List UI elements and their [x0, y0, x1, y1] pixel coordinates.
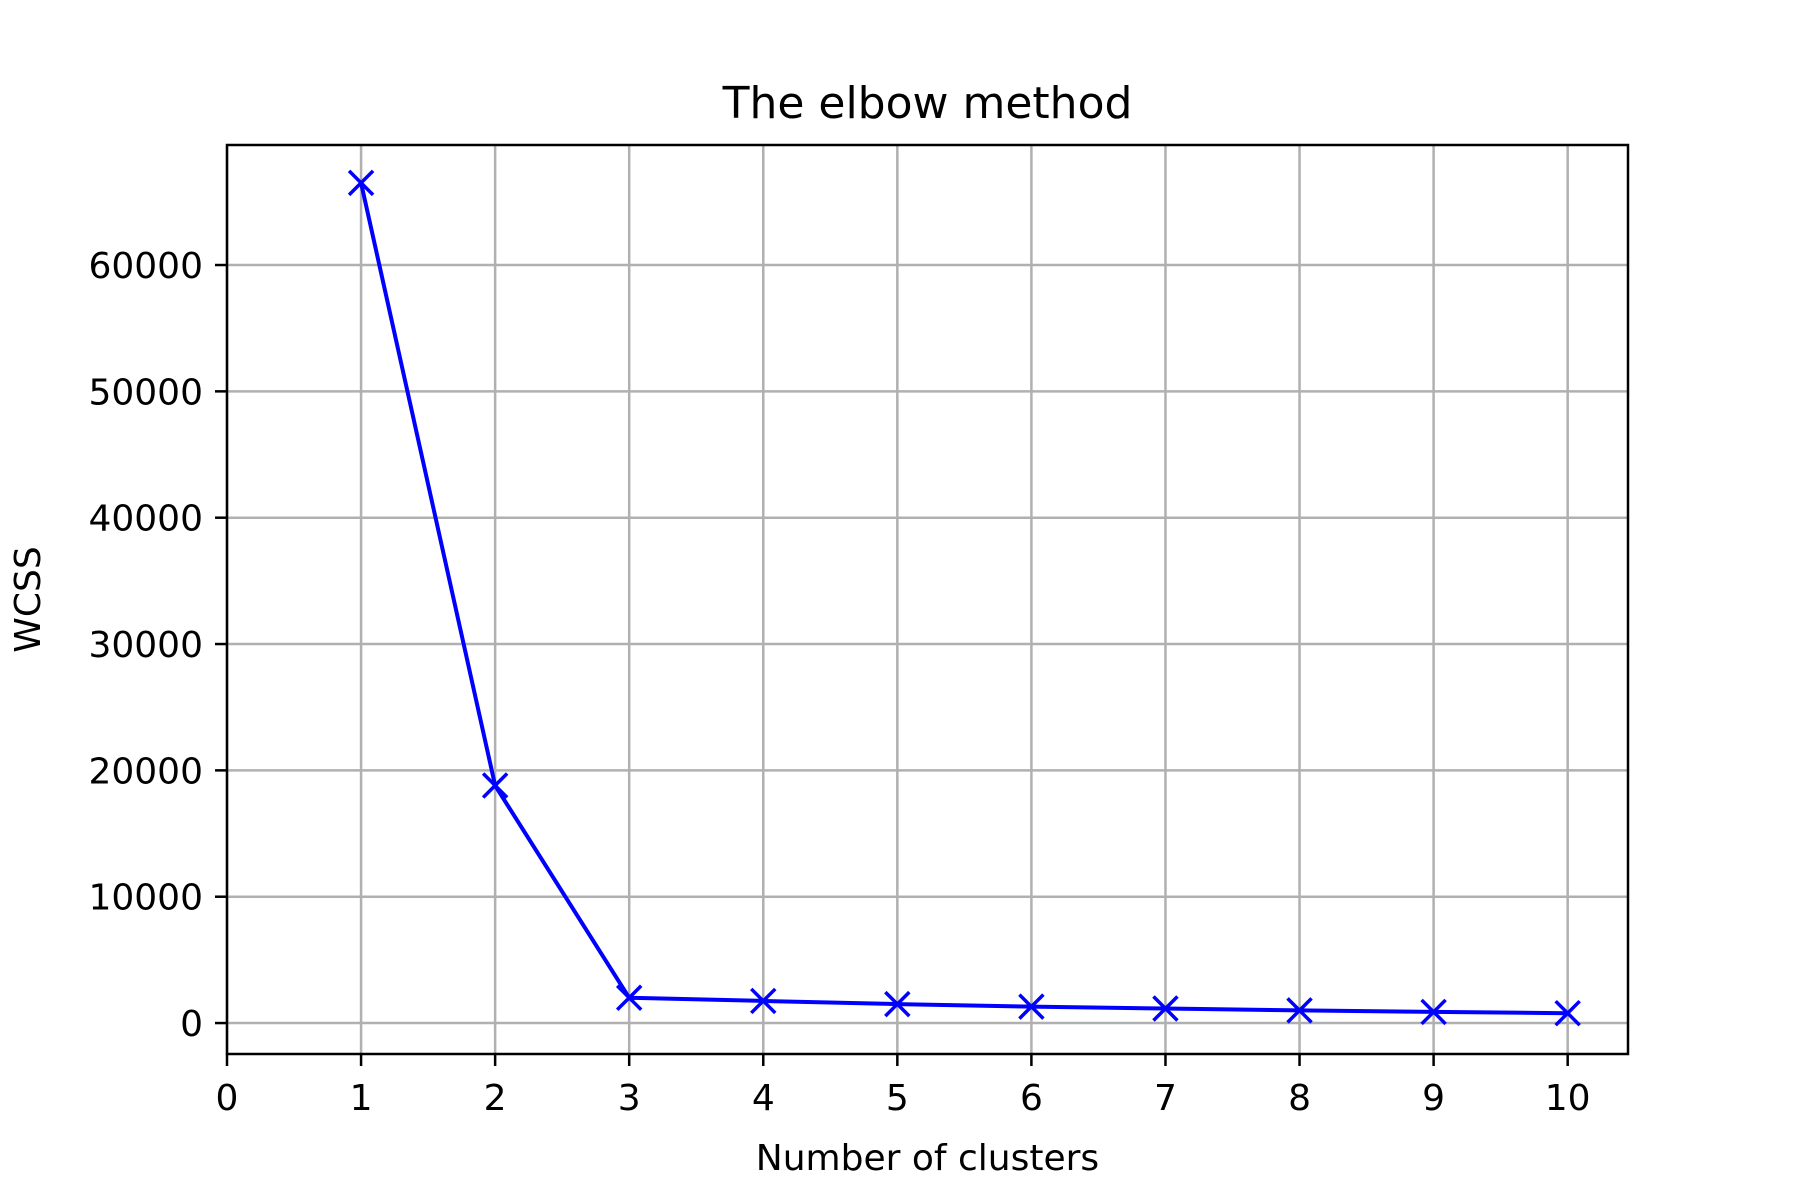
y-tick-label: 20000: [88, 751, 203, 792]
x-tick-label: 2: [484, 1078, 507, 1119]
marker-stroke: [750, 987, 777, 1015]
marker-stroke: [1420, 998, 1447, 1026]
x-tick-label: 0: [216, 1078, 239, 1119]
marker-stroke: [1554, 999, 1581, 1027]
marker-stroke: [1018, 993, 1045, 1020]
data-point-marker: [1554, 999, 1581, 1027]
data-point-marker: [347, 169, 375, 197]
data-point-marker: [884, 990, 911, 1018]
x-tick-label: 8: [1288, 1078, 1311, 1119]
y-tick-label: 30000: [88, 625, 203, 666]
x-tick-label: 6: [1020, 1078, 1043, 1119]
x-tick-label: 4: [752, 1078, 775, 1119]
data-point-marker: [1286, 997, 1313, 1024]
data-point-marker: [1420, 998, 1447, 1026]
marker-stroke: [615, 984, 643, 1012]
marker-stroke: [347, 169, 375, 197]
x-tick-label: 7: [1154, 1078, 1177, 1119]
y-tick-label: 10000: [88, 878, 203, 919]
series-line: [359, 182, 1568, 1016]
x-axis-label: Number of clusters: [756, 1138, 1099, 1179]
data-point-marker: [1018, 993, 1045, 1020]
y-tick-label: 50000: [88, 372, 203, 413]
y-tick-label: 0: [180, 1004, 203, 1045]
x-tick-label: 3: [618, 1078, 641, 1119]
x-tick-label: 10: [1545, 1078, 1591, 1119]
marker-stroke: [1152, 995, 1179, 1022]
plot-frame: [225, 143, 1630, 1056]
chart-title: The elbow method: [722, 78, 1133, 129]
data-point-marker: [1152, 995, 1179, 1022]
x-tick-label: 9: [1422, 1078, 1445, 1119]
y-axis-label: WCSS: [8, 546, 49, 652]
data-point-marker: [481, 772, 509, 799]
series-group: [347, 169, 1581, 1027]
x-tick-label: 1: [350, 1078, 373, 1119]
y-tick-label: 40000: [88, 499, 203, 540]
data-point-marker: [750, 987, 777, 1015]
data-point-marker: [615, 984, 643, 1012]
marker-stroke: [1286, 997, 1313, 1024]
marker-stroke: [884, 990, 911, 1018]
x-tick-label: 5: [886, 1078, 909, 1119]
y-tick-label: 60000: [88, 246, 203, 287]
axis-ticks: 0 1 2 3 4 5 6 7 8 9 10 0 10000 20000 30000 40000 50000 60…: [88, 246, 1590, 1119]
marker-stroke: [481, 772, 509, 799]
grid-lines: [225, 145, 1628, 1054]
